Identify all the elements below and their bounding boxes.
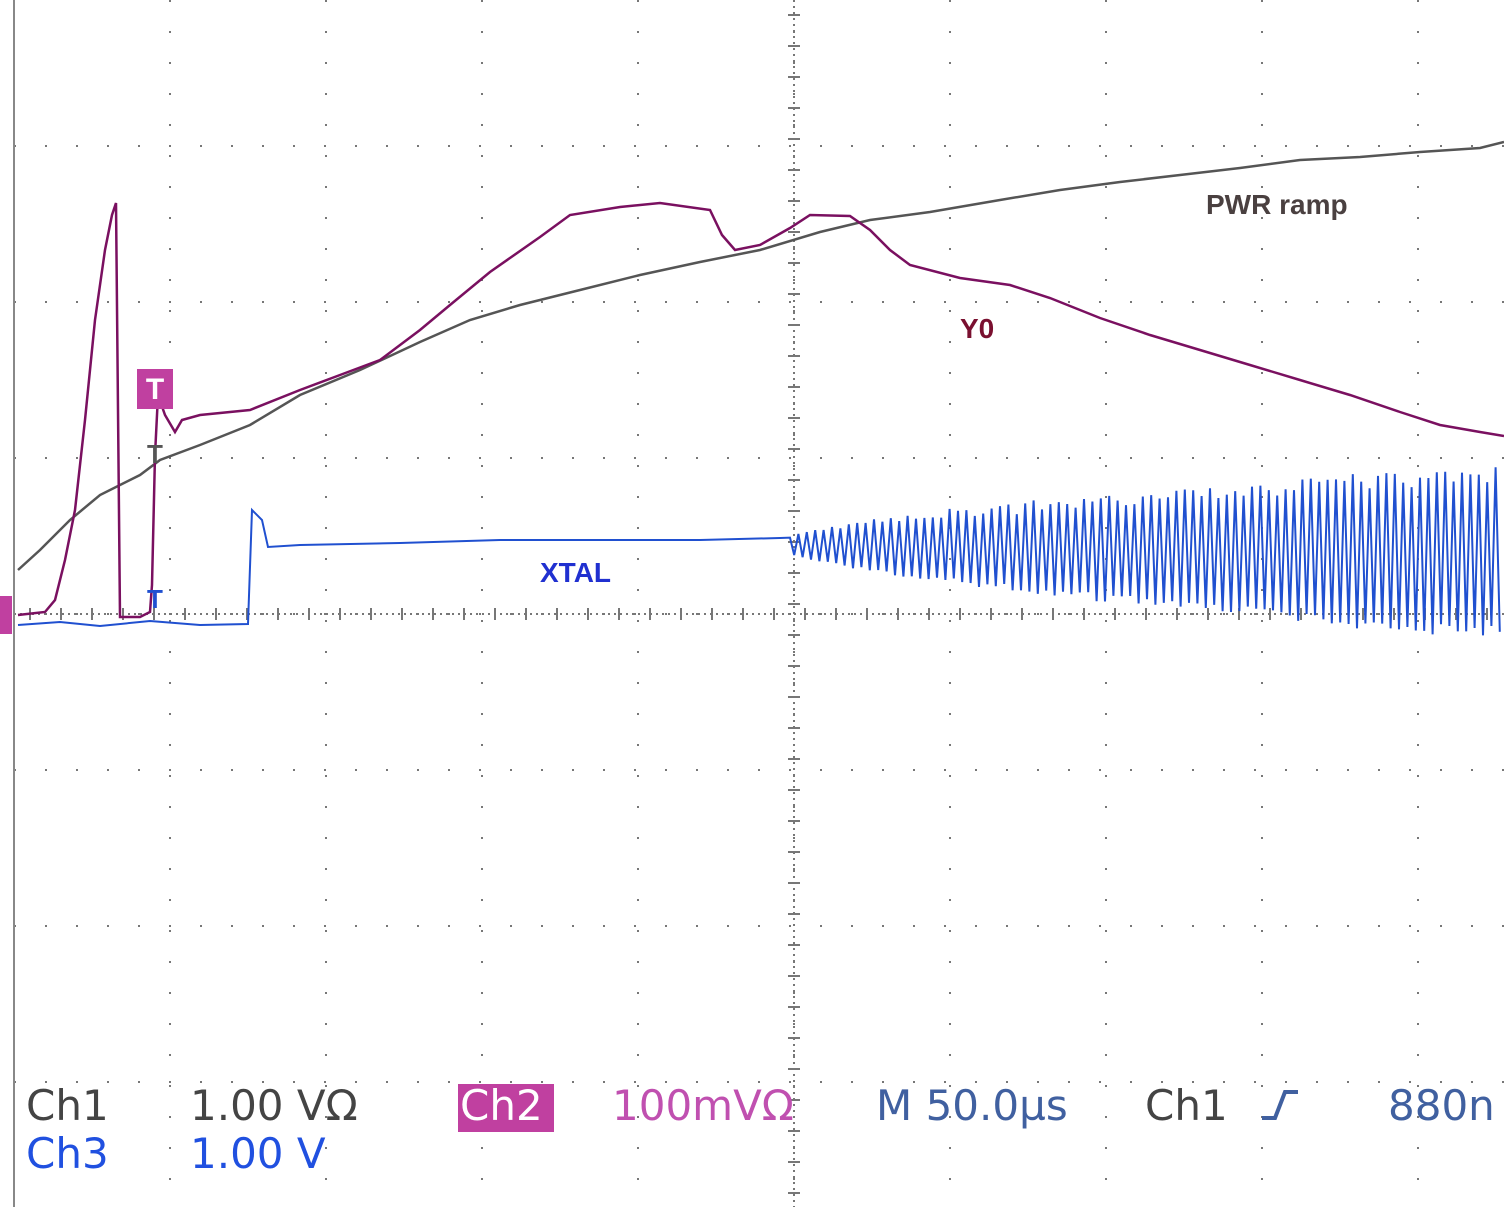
y0-trace (17, 201, 1504, 619)
ch2-name: Ch2 (460, 1081, 543, 1130)
trigger-marker: T (146, 373, 164, 406)
graticule (14, 0, 1504, 1207)
ch3-scale: 1.00 V (190, 1129, 326, 1178)
pwr-ramp-trace (17, 140, 1504, 571)
xtal-label: XTAL (540, 557, 611, 588)
trigger-source: Ch1 (1145, 1081, 1228, 1130)
y0-label: Y0 (960, 313, 994, 344)
ch3-name: Ch3 (26, 1129, 109, 1178)
ch1-scale: 1.00 VΩ (190, 1081, 358, 1130)
trigger-edge-icon (1262, 1090, 1298, 1120)
ground-marker (0, 596, 12, 634)
trigger-marker-box (137, 369, 173, 409)
pwr-ramp-label: PWR ramp (1206, 189, 1348, 220)
ch3-marker: T (147, 584, 163, 614)
trigger-level: 880n (1388, 1081, 1495, 1130)
ch1-name: Ch1 (26, 1081, 109, 1130)
xtal-trace (17, 467, 1501, 636)
ch2-highlight (458, 1084, 554, 1132)
ch2-scale: 100mVΩ (612, 1081, 794, 1130)
timebase: M 50.0µs (876, 1081, 1068, 1130)
ch1-trigger-marker: T (147, 439, 163, 469)
